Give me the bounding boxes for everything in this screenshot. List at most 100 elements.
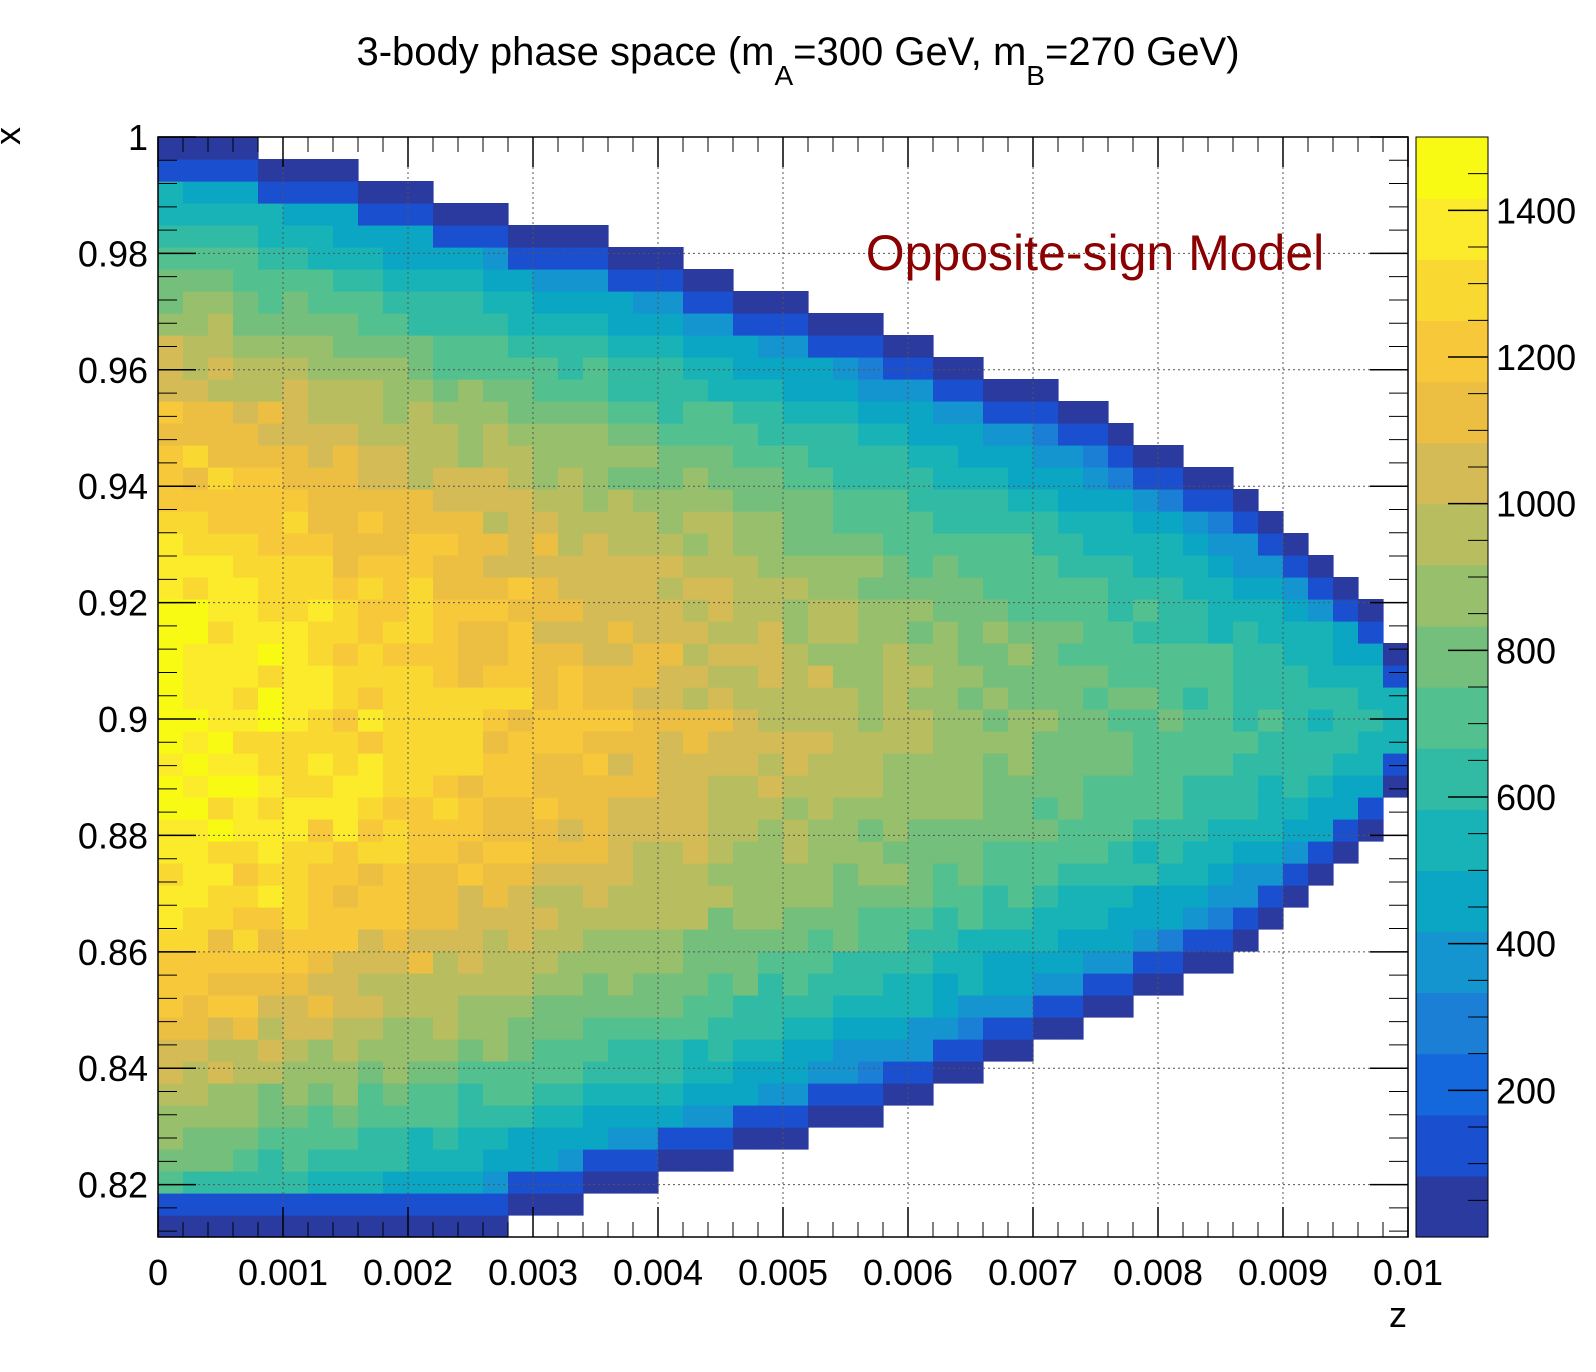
heatmap-cell — [333, 643, 359, 666]
heatmap-cell — [1233, 489, 1259, 512]
heatmap-cell — [158, 1061, 184, 1084]
heatmap-cell — [958, 775, 984, 798]
heatmap-cell — [933, 643, 959, 666]
heatmap-cell — [833, 1017, 859, 1040]
heatmap-cell — [1183, 929, 1209, 952]
heatmap-cell — [458, 489, 484, 512]
heatmap-cell — [233, 1017, 259, 1040]
heatmap-cell — [258, 1215, 284, 1238]
heatmap-cell — [908, 819, 934, 842]
heatmap-cell — [758, 555, 784, 578]
heatmap-cell — [408, 291, 434, 314]
heatmap-cell — [1108, 709, 1134, 732]
heatmap-cell — [1158, 731, 1184, 754]
heatmap-cell — [308, 1193, 334, 1216]
heatmap-cell — [708, 731, 734, 754]
heatmap-cell — [1183, 841, 1209, 864]
heatmap-cell — [308, 357, 334, 380]
heatmap-cell — [458, 467, 484, 490]
heatmap-cell — [733, 489, 759, 512]
heatmap-cell — [258, 1083, 284, 1106]
heatmap-cell — [758, 511, 784, 534]
heatmap-cell — [308, 1017, 334, 1040]
heatmap-cell — [1058, 951, 1084, 974]
heatmap-cell — [858, 885, 884, 908]
heatmap-cell — [258, 555, 284, 578]
heatmap-cell — [558, 1149, 584, 1172]
heatmap-cell — [158, 247, 184, 270]
heatmap-cell — [633, 709, 659, 732]
heatmap-cell — [983, 907, 1009, 930]
heatmap-cell — [1158, 643, 1184, 666]
heatmap-cell — [508, 401, 534, 424]
heatmap-cell — [633, 1149, 659, 1172]
heatmap-cell — [533, 533, 559, 556]
heatmap-cell — [758, 973, 784, 996]
heatmap-cell — [333, 335, 359, 358]
heatmap-cell — [333, 203, 359, 226]
y-axis-label: x — [0, 127, 28, 145]
heatmap-cell — [1308, 775, 1334, 798]
heatmap-cell — [1258, 819, 1284, 842]
heatmap-cell — [508, 665, 534, 688]
heatmap-cell — [233, 929, 259, 952]
heatmap-cell — [1008, 511, 1034, 534]
heatmap-cell — [458, 577, 484, 600]
heatmap-cell — [758, 621, 784, 644]
heatmap-cell — [1283, 753, 1309, 776]
heatmap-cell — [458, 1105, 484, 1128]
heatmap-cell — [383, 269, 409, 292]
heatmap-cell — [283, 863, 309, 886]
heatmap-cell — [1108, 775, 1134, 798]
heatmap-cell — [1183, 753, 1209, 776]
heatmap-cell — [408, 489, 434, 512]
heatmap-cell — [908, 357, 934, 380]
heatmap-cell — [308, 885, 334, 908]
heatmap-cell — [508, 1193, 534, 1216]
heatmap-cell — [1158, 797, 1184, 820]
heatmap-cell — [433, 1083, 459, 1106]
heatmap-cell — [1058, 709, 1084, 732]
heatmap-cell — [208, 1193, 234, 1216]
heatmap-cell — [208, 819, 234, 842]
heatmap-cell — [883, 797, 909, 820]
heatmap-cell — [508, 775, 534, 798]
heatmap-cell — [183, 1083, 209, 1106]
heatmap-cell — [858, 841, 884, 864]
heatmap-cell — [1208, 775, 1234, 798]
heatmap-cell — [483, 1215, 509, 1238]
heatmap-cell — [408, 819, 434, 842]
heatmap-cell — [608, 841, 634, 864]
heatmap-cell — [1108, 841, 1134, 864]
heatmap-cell — [608, 665, 634, 688]
heatmap-cell — [1183, 665, 1209, 688]
heatmap-cell — [658, 599, 684, 622]
heatmap-cell — [533, 819, 559, 842]
heatmap-cell — [308, 313, 334, 336]
heatmap-cell — [908, 687, 934, 710]
heatmap-cell — [233, 1127, 259, 1150]
heatmap-cell — [683, 885, 709, 908]
heatmap-cell — [433, 731, 459, 754]
heatmap-cell — [783, 841, 809, 864]
heatmap-cell — [583, 995, 609, 1018]
heatmap-cell — [833, 1061, 859, 1084]
heatmap-cell — [208, 489, 234, 512]
heatmap-cell — [333, 1083, 359, 1106]
heatmap-cell — [333, 687, 359, 710]
heatmap-cell — [608, 1061, 634, 1084]
heatmap-cell — [508, 885, 534, 908]
heatmap-cell — [358, 1149, 384, 1172]
heatmap-cell — [1358, 687, 1384, 710]
heatmap-cell — [958, 819, 984, 842]
heatmap-cell — [808, 379, 834, 402]
heatmap-cell — [408, 555, 434, 578]
heatmap-cell — [733, 313, 759, 336]
heatmap-cell — [908, 731, 934, 754]
heatmap-cell — [433, 841, 459, 864]
heatmap-cell — [983, 687, 1009, 710]
heatmap-cell — [208, 159, 234, 182]
heatmap-cell — [408, 709, 434, 732]
heatmap-cell — [1008, 467, 1034, 490]
heatmap-cell — [658, 1039, 684, 1062]
